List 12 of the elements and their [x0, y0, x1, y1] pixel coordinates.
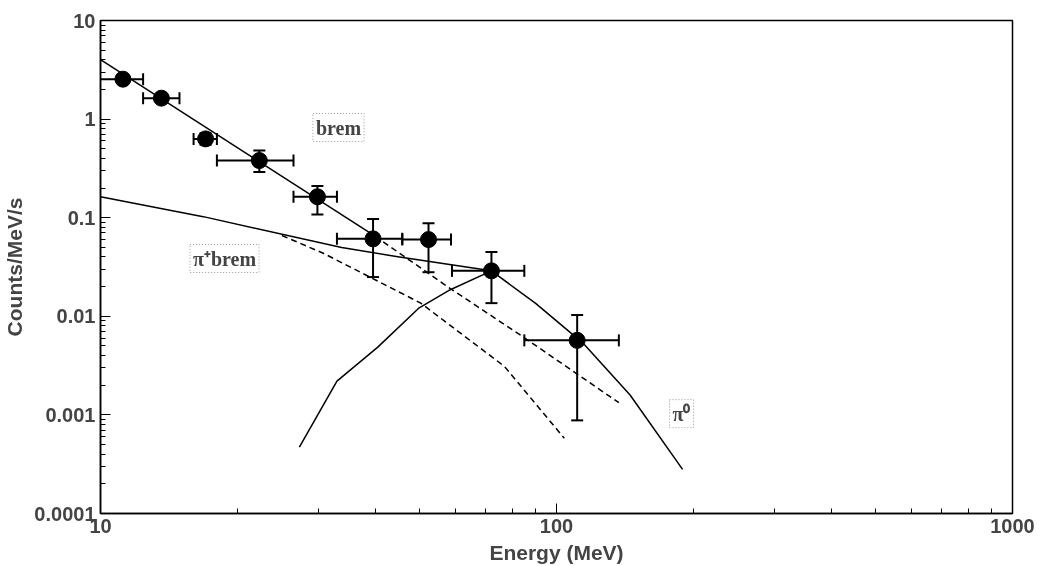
annotation: π⁰: [672, 402, 691, 425]
y-tick-label: 0.1: [67, 206, 96, 229]
y-tick-label: 0.001: [45, 403, 96, 426]
x-tick-label: 1000: [990, 514, 1035, 537]
x-axis-title: Energy (MeV): [489, 540, 624, 564]
y-tick-label: 10: [73, 9, 96, 32]
y-tick-label: 0.01: [56, 305, 96, 328]
x-tick-label: 100: [539, 514, 574, 537]
annotation: brem: [315, 116, 362, 139]
y-tick-label: 1: [84, 108, 96, 131]
y-axis-title: Counts/MeV/s: [3, 197, 27, 337]
annotation: π⁺brem: [192, 247, 257, 270]
